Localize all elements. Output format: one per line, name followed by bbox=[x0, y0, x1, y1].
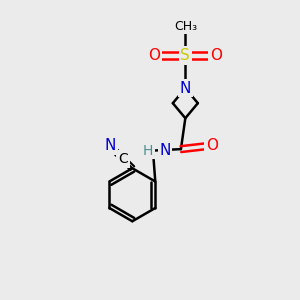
Text: O: O bbox=[148, 48, 160, 63]
Text: N: N bbox=[104, 139, 116, 154]
Text: N: N bbox=[180, 81, 191, 96]
Text: H: H bbox=[142, 144, 153, 158]
Text: O: O bbox=[206, 138, 218, 153]
Text: N: N bbox=[159, 143, 171, 158]
Text: CH₃: CH₃ bbox=[174, 20, 197, 33]
Text: O: O bbox=[210, 48, 222, 63]
Text: C: C bbox=[118, 152, 128, 166]
Text: S: S bbox=[181, 48, 190, 63]
